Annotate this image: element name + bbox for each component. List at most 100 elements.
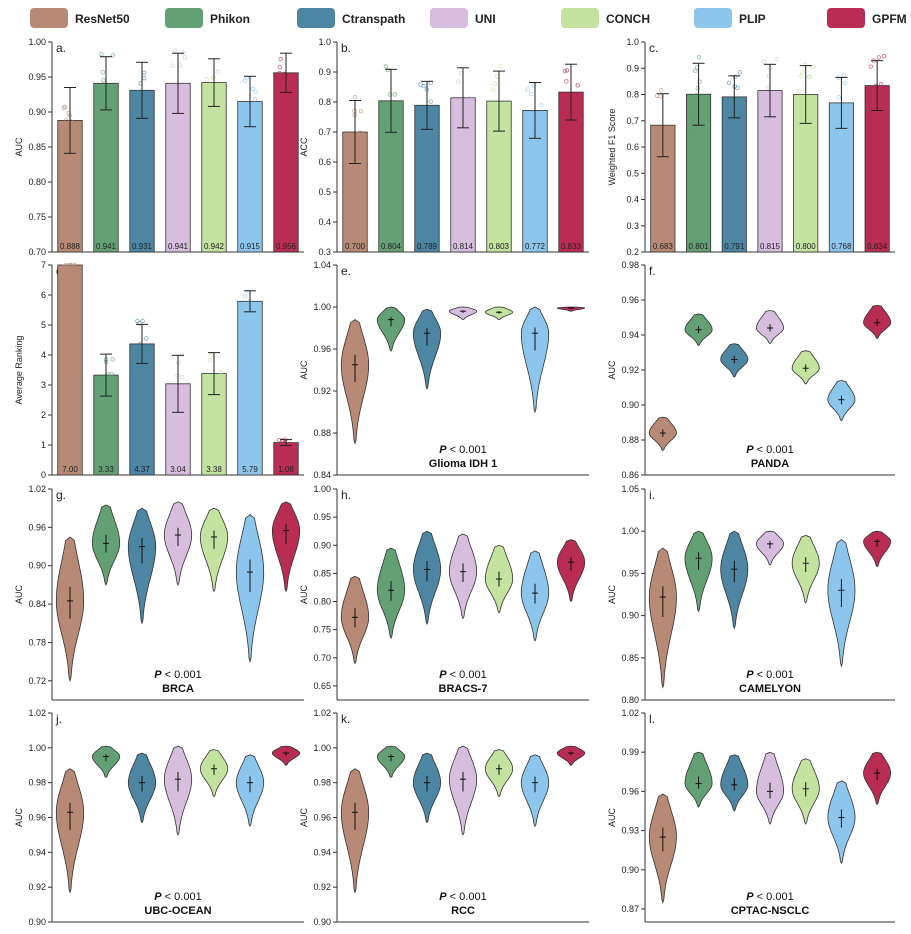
data-point: [215, 69, 220, 75]
data-point: [881, 54, 887, 59]
data-point: [175, 373, 180, 379]
data-point: [726, 80, 732, 86]
y-tick-label: 3: [41, 380, 46, 390]
panel-g: 0.72 0.78 0.84 0.90 0.96 1.02 AUC g. P < 0.001 BR…: [14, 484, 304, 701]
data-point: [99, 52, 104, 57]
legend-label: ResNet50: [75, 12, 130, 26]
data-point: [562, 68, 568, 74]
data-point: [180, 85, 186, 90]
y-axis-label: Average Ranking: [14, 336, 24, 405]
data-point: [492, 81, 498, 86]
y-tick-label: 0.94: [621, 330, 639, 340]
y-axis-label: AUC: [14, 585, 24, 605]
data-point: [135, 112, 141, 117]
data-point: [143, 353, 148, 358]
p-value: P < 0.001: [439, 891, 486, 903]
panel-b: 0.3 0.4 0.5 0.6 0.7 0.8 0.9 1.0 ACC b. 0.700 0.804 0…: [299, 37, 589, 257]
y-tick-label: 0.90: [621, 400, 639, 410]
bar: [57, 264, 83, 476]
data-point: [430, 107, 435, 113]
y-tick-label: 0.8: [626, 90, 639, 100]
panel-c: 0.2 0.3 0.4 0.5 0.6 0.7 0.8 0.9 1.0 Weighted F1 S…: [607, 37, 895, 257]
data-point: [387, 92, 393, 97]
value-label: 0.941: [168, 242, 189, 251]
data-point: [278, 75, 283, 80]
legend-swatch: [30, 8, 68, 28]
violin: [412, 308, 442, 390]
data-point: [529, 91, 534, 97]
data-point: [761, 59, 767, 64]
bar: [273, 442, 299, 476]
p-value: P < 0.001: [746, 669, 793, 681]
data-point: [99, 84, 105, 89]
data-point: [693, 68, 698, 74]
data-point: [100, 377, 106, 382]
data-point: [531, 83, 537, 88]
data-point: [868, 64, 874, 69]
y-tick-label: 1.0: [626, 37, 639, 47]
y-tick-label: 1.00: [28, 743, 46, 753]
legend-label: UNI: [475, 12, 496, 26]
y-tick-label: 1.02: [621, 708, 639, 718]
data-point: [355, 136, 361, 142]
data-point: [133, 91, 139, 96]
bar: [129, 343, 155, 476]
data-point: [277, 70, 282, 76]
data-point: [690, 128, 695, 133]
y-tick-label: 0.80: [28, 177, 46, 187]
data-point: [179, 97, 185, 103]
panel-title: BRACS-7: [439, 683, 488, 695]
data-point: [427, 109, 433, 115]
data-point: [68, 262, 73, 268]
value-label: 3.38: [206, 465, 222, 474]
y-tick-label: 0.94: [313, 847, 331, 857]
y-tick-label: 0.7: [318, 127, 331, 137]
data-point: [696, 55, 702, 60]
data-point: [144, 336, 149, 341]
data-point: [539, 103, 544, 108]
value-label: 7.00: [62, 465, 78, 474]
data-point: [730, 107, 736, 112]
value-label: 4.37: [134, 465, 150, 474]
data-point: [765, 85, 771, 90]
y-axis-label: AUC: [607, 360, 617, 380]
y-tick-label: 0.5: [318, 187, 331, 197]
data-point: [761, 103, 767, 108]
data-point: [97, 101, 102, 107]
data-point: [146, 347, 152, 352]
value-label: 5.79: [242, 465, 258, 474]
data-point: [253, 89, 258, 95]
y-tick-label: 0.98: [313, 778, 331, 788]
y-tick-label: 0.6: [626, 142, 639, 152]
data-point: [278, 56, 283, 62]
panel-a: 0.70 0.75 0.80 0.85 0.90 0.95 1.00 AUC a. 0.888 0.…: [14, 37, 304, 257]
y-tick-label: 0.70: [313, 653, 331, 663]
y-tick-label: 0.86: [621, 470, 639, 480]
data-point: [209, 108, 215, 113]
panel-k: 0.90 0.92 0.94 0.96 0.98 1.00 1.02 AUC k. P < 0.0…: [299, 708, 589, 927]
y-tick-label: 0.90: [313, 917, 331, 927]
y-tick-label: 1.00: [28, 37, 46, 47]
data-point: [799, 74, 804, 79]
data-point: [563, 106, 568, 111]
panel-label: f.: [649, 264, 656, 278]
p-value: P < 0.001: [746, 891, 793, 903]
value-label: 3.33: [98, 465, 114, 474]
bar: [273, 72, 299, 253]
bar: [721, 96, 747, 253]
data-point: [145, 105, 150, 111]
data-point: [349, 139, 354, 144]
data-point: [383, 120, 389, 125]
data-point: [171, 98, 177, 103]
y-tick-label: 1: [41, 440, 46, 450]
data-point: [467, 96, 472, 101]
data-point: [62, 104, 68, 110]
data-point: [528, 121, 534, 126]
y-axis-label: AUC: [299, 808, 309, 828]
y-axis-label: AUC: [299, 360, 309, 380]
violin: [199, 507, 229, 593]
panel-e: 0.84 0.88 0.92 0.96 1.00 1.04 AUC e. P < 0.001 Gl…: [299, 260, 589, 480]
data-point: [842, 112, 847, 118]
